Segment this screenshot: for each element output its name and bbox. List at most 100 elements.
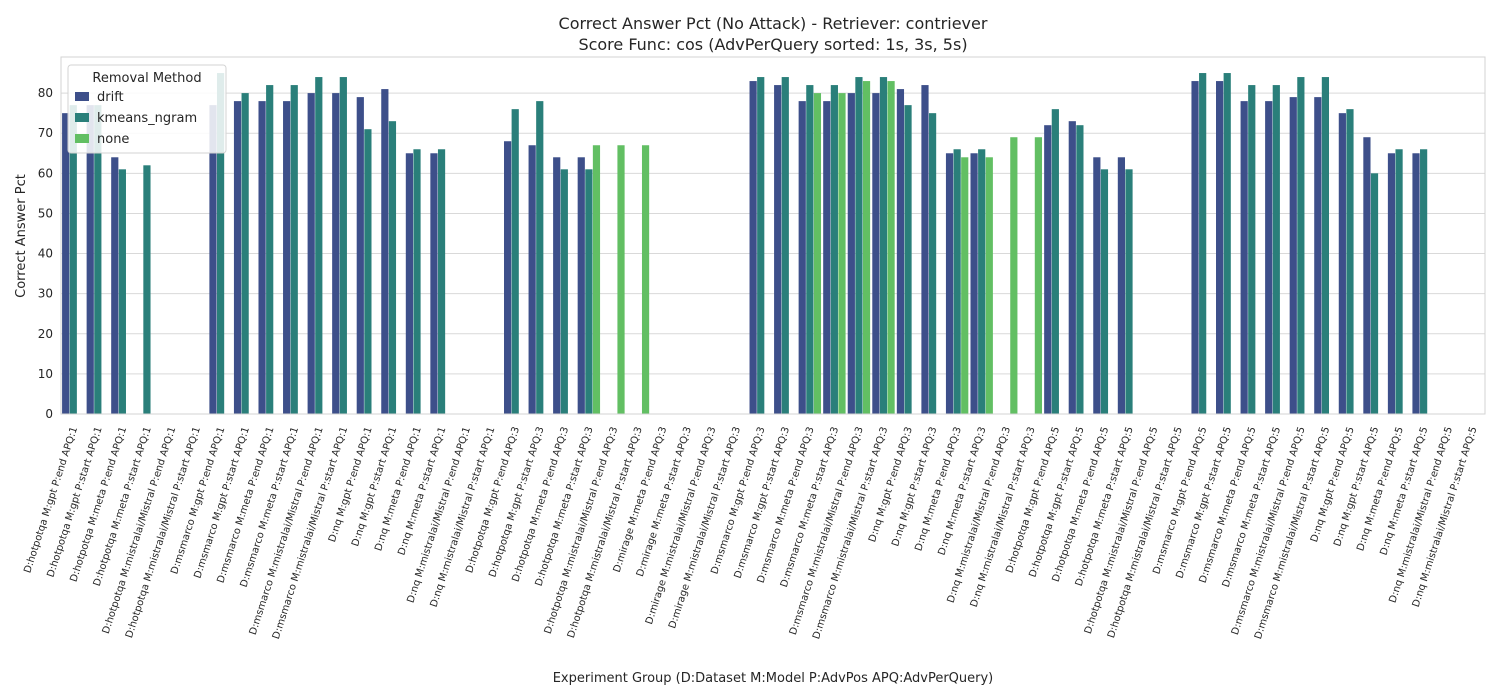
x-axis-label: Experiment Group (D:Dataset M:Model P:Ad… <box>553 671 994 686</box>
bar-none <box>1010 137 1018 414</box>
bar-none <box>813 93 822 414</box>
bar-drift <box>1289 97 1297 414</box>
y-tick-label: 50 <box>38 206 53 220</box>
bar-none <box>617 145 625 414</box>
bar-drift <box>847 93 855 414</box>
bar-drift <box>209 105 217 415</box>
bar-kmeans_ngram <box>511 109 519 415</box>
legend-label-kmeans_ngram: kmeans_ngram <box>97 111 197 126</box>
bar-drift <box>1265 101 1273 414</box>
bar-kmeans_ngram <box>536 101 544 414</box>
bar-kmeans_ngram <box>806 85 814 415</box>
bar-kmeans_ngram <box>953 149 961 414</box>
bar-drift <box>1093 157 1101 415</box>
bar-kmeans_ngram <box>879 77 888 414</box>
bar-kmeans_ngram <box>339 77 347 414</box>
bar-kmeans_ngram <box>1420 149 1428 414</box>
bar-drift <box>356 97 364 414</box>
bar-drift <box>823 101 831 414</box>
legend-label-none: none <box>97 132 129 147</box>
bar-drift <box>111 157 119 415</box>
bar-none <box>887 81 895 414</box>
bar-drift <box>430 153 438 415</box>
bar-kmeans_ngram <box>781 77 789 414</box>
legend-box <box>67 64 227 154</box>
bar-kmeans_ngram <box>855 77 863 414</box>
legend-label-drift: drift <box>97 90 124 105</box>
y-tick-label: 20 <box>38 327 53 341</box>
bar-kmeans_ngram <box>1346 109 1354 415</box>
bar-drift <box>577 157 585 415</box>
bar-drift <box>896 89 905 414</box>
bar-drift <box>1044 125 1052 414</box>
bar-kmeans_ngram <box>928 113 937 415</box>
bar-drift <box>1117 157 1125 415</box>
y-tick-label: 0 <box>45 407 53 421</box>
bar-kmeans_ngram <box>585 169 593 414</box>
bar-drift <box>1216 81 1224 414</box>
bar-drift <box>504 141 512 414</box>
y-axis-ticks: 0 10 20 30 40 50 60 70 80 <box>38 86 53 421</box>
bar-drift <box>553 157 561 415</box>
bar-drift <box>1363 137 1371 414</box>
legend-swatch-drift <box>75 92 89 101</box>
y-tick-label: 60 <box>38 166 53 180</box>
bar-drift <box>233 101 242 414</box>
chart-title: Correct Answer Pct (No Attack) - Retriev… <box>559 14 988 33</box>
bar-kmeans_ngram <box>413 149 421 414</box>
bar-kmeans_ngram <box>1248 85 1256 415</box>
bar-drift <box>62 113 70 415</box>
legend-title: Removal Method <box>92 71 201 86</box>
bar-drift <box>1387 153 1396 415</box>
bar-drift <box>1412 153 1420 415</box>
bars <box>62 73 1428 415</box>
bar-kmeans_ngram <box>1051 109 1059 415</box>
bar-kmeans_ngram <box>266 85 274 415</box>
bar-none <box>592 145 601 414</box>
bar-kmeans_ngram <box>241 93 249 414</box>
x-tick-label: D:nq M:meta P:end APQ:3 <box>913 426 964 553</box>
y-tick-label: 70 <box>38 126 53 140</box>
bar-none <box>641 145 650 414</box>
bar-kmeans_ngram <box>118 169 126 414</box>
bar-kmeans_ngram <box>1223 73 1231 414</box>
bar-drift <box>945 153 954 415</box>
bar-drift <box>381 89 389 414</box>
bar-drift <box>1314 97 1322 414</box>
bar-kmeans_ngram <box>904 105 912 415</box>
bar-kmeans_ngram <box>1125 169 1133 414</box>
bar-drift <box>749 81 757 414</box>
y-tick-label: 30 <box>38 287 53 301</box>
bar-drift <box>258 101 266 414</box>
bar-kmeans_ngram <box>216 73 225 414</box>
bar-kmeans_ngram <box>1272 85 1280 415</box>
y-axis-label: Correct Answer Pct <box>14 174 29 298</box>
bar-kmeans_ngram <box>388 121 397 414</box>
bar-drift <box>405 153 413 415</box>
bar-kmeans_ngram <box>364 129 372 414</box>
bar-kmeans_ngram <box>94 105 102 415</box>
bar-kmeans_ngram <box>1076 125 1084 414</box>
bar-drift <box>1191 81 1199 414</box>
bar-kmeans_ngram <box>830 85 838 415</box>
bar-kmeans_ngram <box>1199 73 1207 414</box>
legend-swatch-none <box>75 134 89 143</box>
bar-kmeans_ngram <box>757 77 765 414</box>
x-tick-label: D:nq M:meta P:end APQ:5 <box>1355 426 1406 553</box>
bar-drift <box>283 101 291 414</box>
chart-subtitle: Score Func: cos (AdvPerQuery sorted: 1s,… <box>578 35 967 54</box>
bar-drift <box>1240 101 1248 414</box>
bar-kmeans_ngram <box>143 165 151 414</box>
bar-drift <box>307 93 315 414</box>
bar-drift <box>86 105 94 415</box>
bar-kmeans_ngram <box>1370 173 1379 414</box>
bar-kmeans_ngram <box>1321 77 1330 414</box>
bar-kmeans_ngram <box>315 77 323 414</box>
plot-frame <box>60 56 1486 415</box>
legend-swatch-kmeans_ngram <box>75 113 89 122</box>
x-axis-ticks: D:hotpotqa M:gpt P:end APQ:1D:hotpotqa M… <box>22 426 1479 641</box>
bar-kmeans_ngram <box>69 105 77 415</box>
bar-kmeans_ngram <box>290 85 298 415</box>
